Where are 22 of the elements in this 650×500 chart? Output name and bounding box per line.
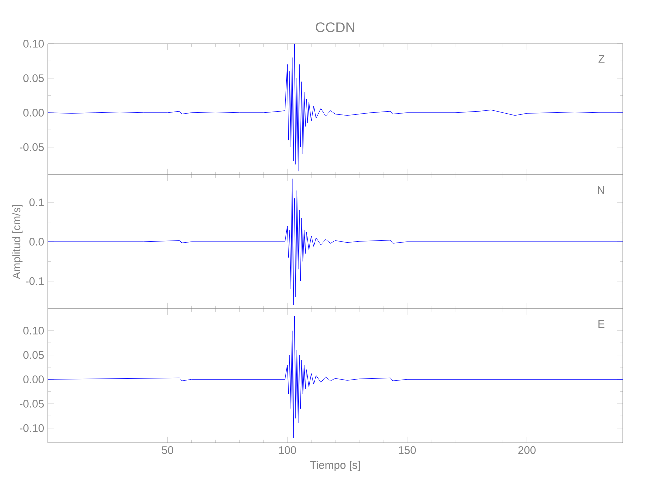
y-axis-title: Amplitud [cm/s] [12, 205, 23, 280]
x-tick-label: 150 [399, 446, 416, 454]
y-tick-label: -0.1 [26, 278, 44, 286]
y-tick-label: 0.00 [24, 376, 44, 384]
y-tick-label: 0.1 [30, 198, 44, 206]
x-tick-label: 200 [518, 446, 536, 454]
x-tick-label: 50 [162, 446, 174, 454]
chart-title: CCDN [316, 22, 355, 32]
y-tick-label: 0.10 [24, 40, 44, 48]
y-tick-label: 0.00 [24, 109, 44, 117]
annotation: E [598, 320, 605, 328]
y-tick-label: -0.10 [20, 424, 44, 432]
x-tick-label: 100 [279, 446, 296, 454]
y-tick-label: 0.05 [24, 351, 44, 360]
y-tick-label: 0.05 [24, 74, 44, 82]
y-tick-label: -0.05 [20, 400, 44, 408]
y-tick-label: 0.0 [30, 238, 44, 246]
annotation: Z [598, 55, 605, 63]
annotation: N [598, 186, 604, 194]
y-tick-label: 0.10 [24, 327, 44, 335]
x-axis-title: Tiempo [s] [310, 461, 360, 472]
y-tick-label: -0.05 [20, 144, 44, 152]
